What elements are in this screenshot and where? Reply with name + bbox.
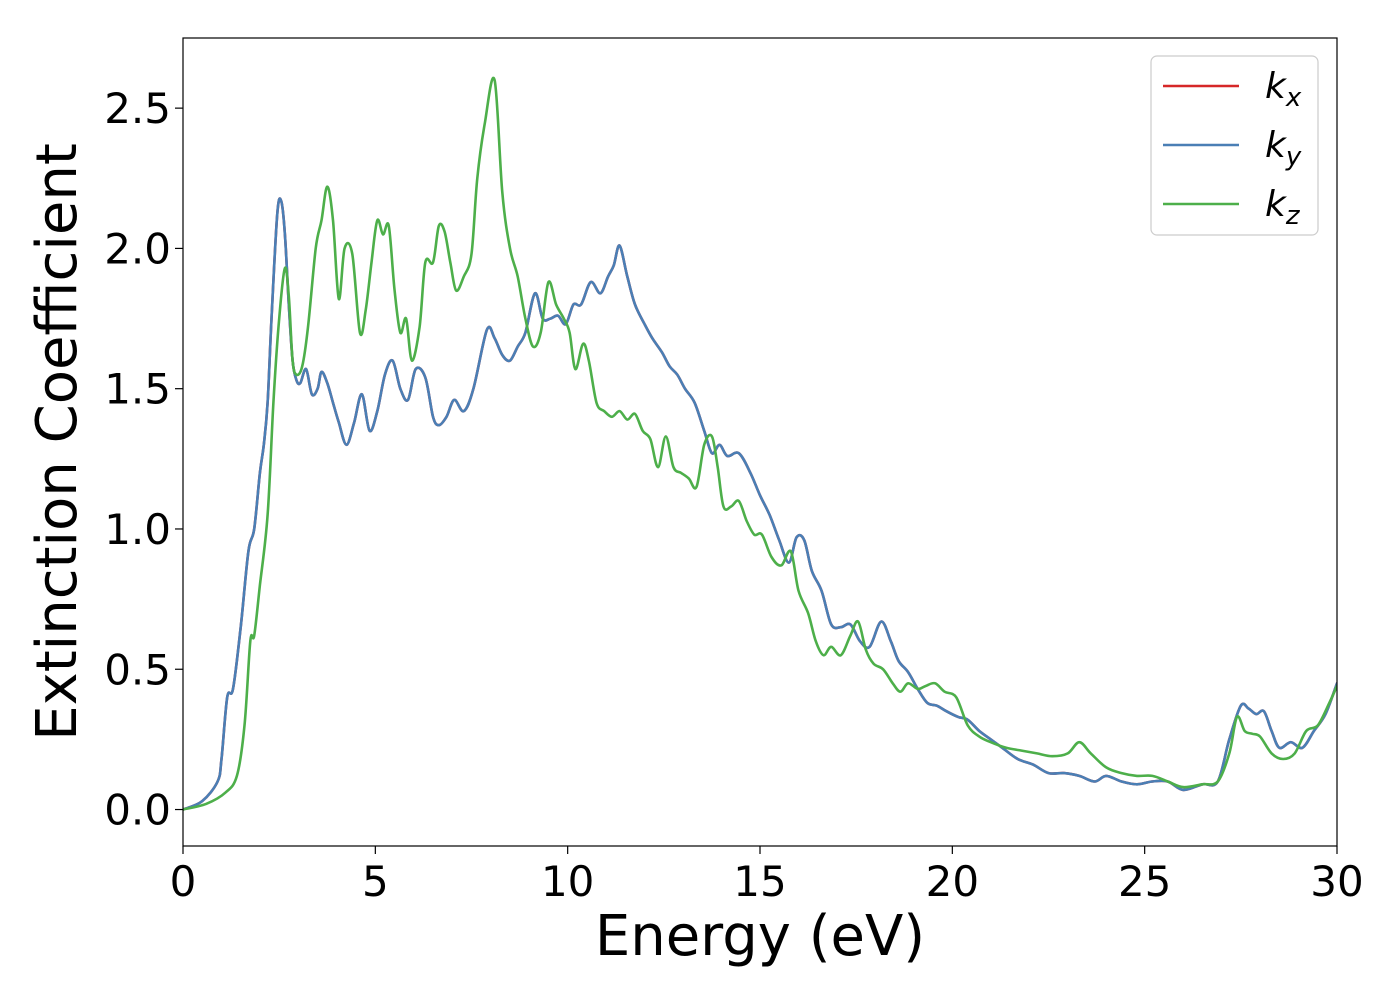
y-tick-label: 1.0 [104, 505, 171, 554]
y-tick-label: 2.0 [104, 224, 171, 273]
y-tick-label: 0.0 [104, 786, 171, 835]
x-axis-title: Energy (eV) [595, 904, 925, 969]
y-tick-label: 0.5 [104, 645, 171, 694]
x-tick-label: 15 [733, 857, 786, 906]
x-tick-label: 5 [362, 857, 389, 906]
x-axis-ticks: 0 5 10 15 20 25 30 [170, 846, 1364, 906]
y-tick-label: 1.5 [104, 365, 171, 414]
legend-label-subscript: y [1285, 142, 1302, 172]
y-axis-title: Extinction Coefficient [25, 143, 90, 741]
series-line-ky [183, 197, 1337, 811]
x-tick-label: 30 [1310, 857, 1363, 906]
x-tick-label: 20 [926, 857, 979, 906]
x-tick-label: 25 [1118, 857, 1171, 906]
series-layer [183, 76, 1337, 811]
y-axis-ticks: 0.0 0.5 1.0 1.5 2.0 2.5 [104, 84, 183, 835]
legend-label-subscript: z [1285, 201, 1301, 231]
legend-entry-ky: ky [1163, 125, 1302, 172]
x-tick-label: 10 [541, 857, 594, 906]
x-tick-label: 0 [170, 857, 197, 906]
legend-label-subscript: x [1285, 83, 1302, 113]
y-tick-label: 2.5 [104, 84, 171, 133]
series-line-kz [183, 76, 1337, 811]
